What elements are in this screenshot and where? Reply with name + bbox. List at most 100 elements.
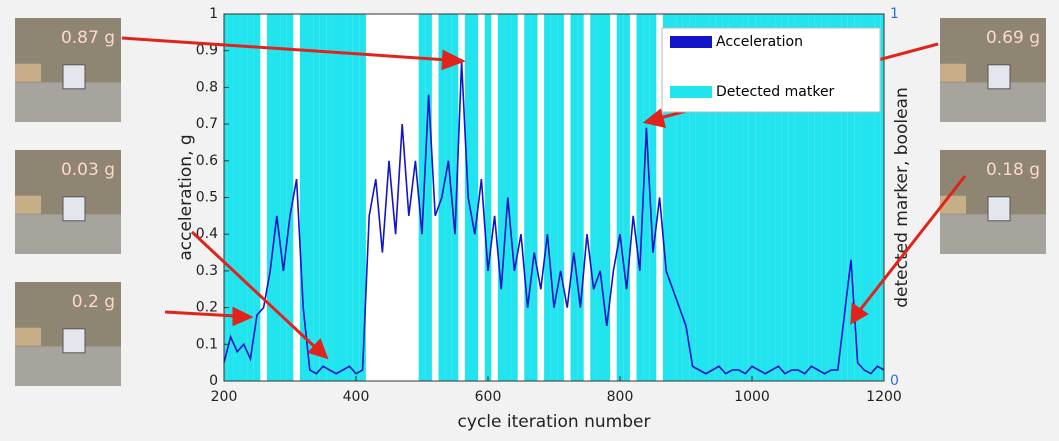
marker-bar [306,14,314,381]
legend-swatch [670,86,712,98]
y-tick-label: 0.5 [196,190,218,206]
marker-bar [649,14,657,381]
marker-bar [854,14,861,381]
marker-bar [814,14,822,381]
marker-bar [880,14,884,381]
marker-bar [497,14,505,381]
y-tick-label: 0.6 [196,153,218,169]
marker-bar [662,14,670,381]
photo-label: 0.87 g [61,28,115,48]
marker-bar [636,14,644,381]
photo-label: 0.69 g [986,28,1040,48]
marker-bar [874,14,881,381]
y-axis-title: acceleration, g [176,134,196,260]
marker-bar [801,14,809,381]
marker-bar [847,14,855,381]
marker-bar [676,14,683,381]
marker-bar [821,14,828,381]
marker-bar [445,14,452,381]
marker-bar [695,14,703,381]
marker-bar [748,14,756,381]
y-tick-label: 0.8 [196,79,218,95]
legend: Acceleration Detected matker [661,27,881,113]
marker-bar [451,14,459,381]
marker-bar [761,14,769,381]
photo-marker [62,196,86,222]
y-tick-label: 0.7 [196,116,218,132]
marker-bar [596,14,604,381]
y-tick-label: 0.3 [196,263,218,279]
marker-bar [247,14,254,381]
marker-bar [755,14,762,381]
marker-bar [346,14,353,381]
marker-bar [280,14,287,381]
photo-marker [987,64,1011,90]
marker-bar [616,14,624,381]
marker-bar [227,14,234,381]
marker-bar [603,14,611,381]
y-tick-label: 0.2 [196,300,218,316]
marker-bar [709,14,716,381]
marker-bar [359,14,366,381]
marker-bar [689,14,696,381]
marker-bar [233,14,241,381]
photo-label: 0.03 g [61,160,115,180]
marker-bar [425,14,432,381]
y-tick-label: 1 [209,6,218,22]
marker-bar [471,14,479,381]
y2-tick-label: 0 [890,373,899,389]
marker-bar [834,14,842,381]
marker-bar [286,14,294,381]
photos: 0.87 g 0.03 g 0.2 g 0.69 g 0.18 g [15,18,1046,386]
x-axis-title: cycle iteration number [458,412,651,432]
marker-bar [715,14,723,381]
marker-bar [550,14,558,381]
marker-bar [326,14,333,381]
x-tick-label: 400 [343,389,370,405]
marker-bar [867,14,875,381]
legend-swatch [670,36,712,48]
photo: 0.03 g [15,150,121,254]
x-tick-label: 600 [475,389,502,405]
photo-bench [15,327,41,346]
acceleration-line [223,61,885,375]
photo: 0.18 g [940,150,1046,254]
photo: 0.87 g [15,18,121,122]
photo: 0.2 g [15,282,121,386]
marker-bar [623,14,630,381]
marker-bar [841,14,848,381]
legend-label: Acceleration [716,34,803,50]
marker-bar [722,14,729,381]
marker-bar [577,14,584,381]
y-tick-label: 0.1 [196,336,218,352]
photo: 0.69 g [940,18,1046,122]
y2-tick-label: 1 [890,6,899,22]
marker-bar [808,14,815,381]
photo-marker [62,328,86,354]
photo-label: 0.2 g [72,292,115,312]
marker-bar [253,14,261,381]
marker-bar [530,14,538,381]
marker-bar [768,14,776,381]
marker-bar [313,14,320,381]
marker-bar [781,14,789,381]
photo-label: 0.18 g [986,160,1040,180]
marker-bar [827,14,835,381]
marker-bar [511,14,518,381]
marker-bar [702,14,710,381]
x-tick-label: 1200 [866,389,902,405]
photo-bench [15,195,41,214]
marker-bar [860,14,868,381]
marker-bar [570,14,578,381]
marker-bar [728,14,736,381]
marker-bar [299,14,307,381]
y-tick-label: 0 [209,373,218,389]
photo-bench [940,63,966,82]
marker-bar [266,14,274,381]
marker-bar [735,14,743,381]
legend-label: Detected matker [716,84,835,100]
marker-bar [352,14,360,381]
y2-axis-title: detected marker, boolean [892,87,912,307]
